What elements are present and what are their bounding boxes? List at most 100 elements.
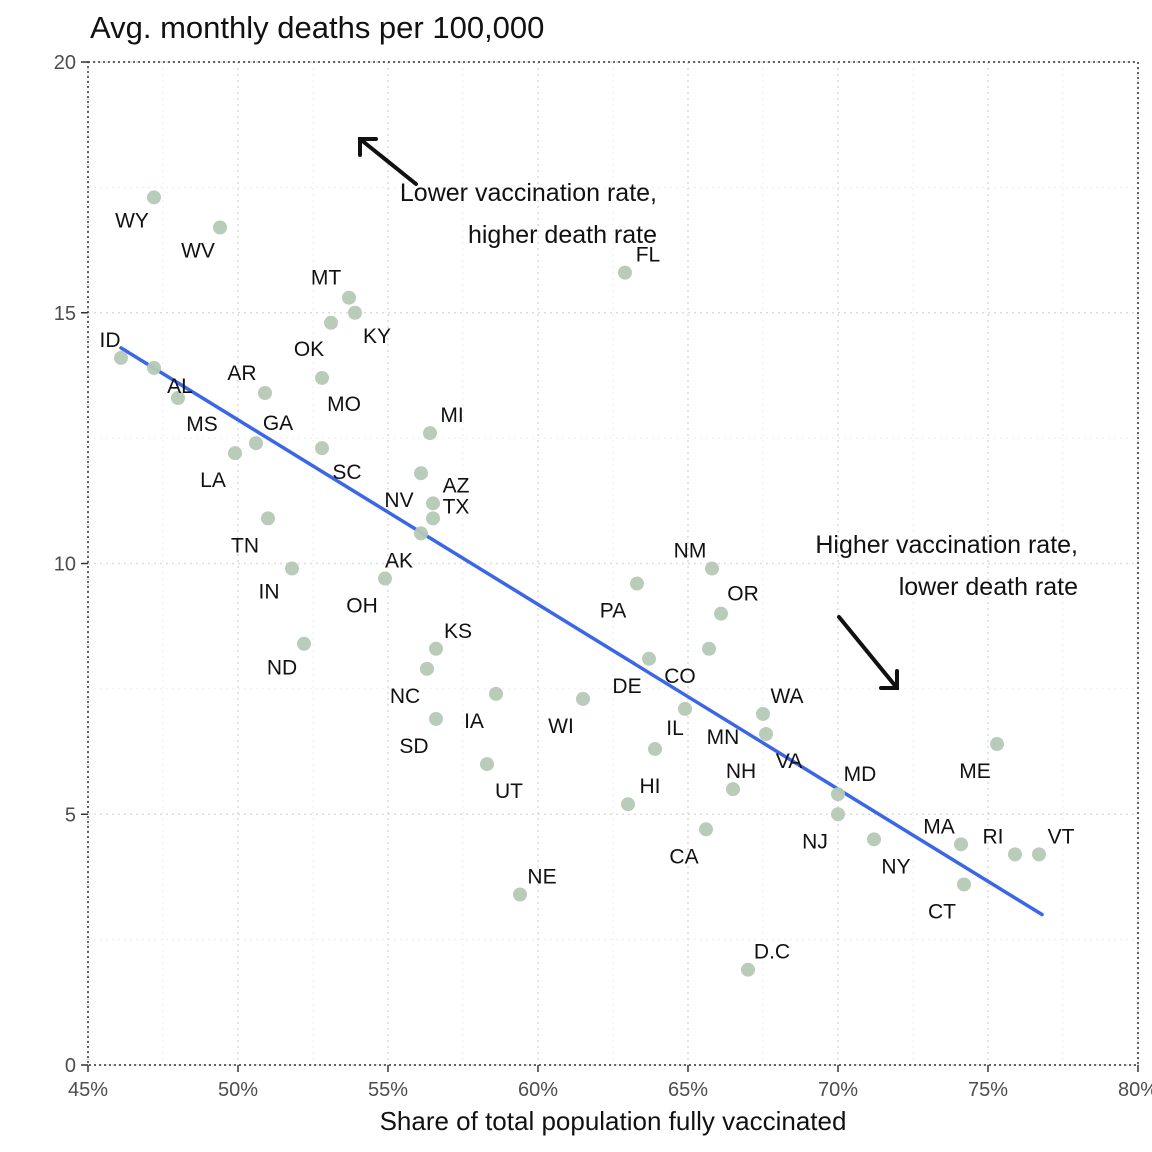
scatter-point: [831, 787, 845, 802]
scatter-point: [426, 511, 440, 526]
point-label: DE: [612, 675, 641, 698]
point-label: MT: [311, 267, 341, 290]
scatter-point: [513, 887, 527, 902]
point-label: OH: [346, 595, 378, 618]
scatter-point: [480, 757, 494, 772]
scatter-point: [414, 526, 428, 541]
scatter-point: [315, 441, 329, 456]
scatter-point: [678, 701, 692, 716]
scatter-point: [867, 832, 881, 847]
scatter-point: [171, 391, 185, 406]
chart-title: Avg. monthly deaths per 100,000: [90, 10, 545, 45]
scatter-point: [699, 822, 713, 837]
point-label: IA: [464, 710, 484, 733]
point-label: NH: [726, 760, 756, 783]
scatter-point: [705, 561, 719, 576]
arrow-layer: [358, 137, 899, 690]
point-label: LA: [200, 469, 226, 492]
point-label: MD: [844, 763, 877, 786]
annotation-lower-line-1: Higher vaccination rate,: [815, 531, 1078, 559]
scatter-point: [147, 190, 161, 205]
point-label: NJ: [802, 830, 828, 853]
point-label: CO: [664, 665, 696, 688]
point-layer: [114, 190, 1046, 977]
point-label: SD: [399, 735, 428, 758]
x-tick-label: 70%: [818, 1079, 858, 1101]
point-label: TN: [231, 534, 259, 557]
scatter-point: [324, 315, 338, 330]
scatter-point: [429, 711, 443, 726]
point-label: NE: [527, 865, 556, 888]
annotation-upper: Lower vaccination rate, higher death rat…: [300, 172, 657, 256]
annotation-lower-line-2: lower death rate: [898, 573, 1078, 601]
x-tick-label: 50%: [218, 1079, 258, 1101]
y-tick-label: 5: [65, 804, 76, 826]
scatter-point: [429, 641, 443, 656]
point-label: MA: [923, 815, 955, 838]
scatter-point: [954, 837, 968, 852]
scatter-point: [297, 636, 311, 651]
scatter-point: [114, 350, 128, 365]
scatter-point: [249, 436, 263, 451]
point-label: WV: [181, 239, 215, 262]
point-label: CA: [669, 845, 698, 868]
scatter-point: [756, 706, 770, 721]
point-label: TX: [443, 495, 470, 518]
scatter-point: [426, 496, 440, 511]
point-label: IL: [666, 717, 684, 740]
scatter-point: [228, 446, 242, 461]
point-label: D.C: [754, 941, 790, 964]
point-label: NM: [674, 540, 707, 563]
scatter-point: [759, 727, 773, 742]
point-label: WI: [548, 715, 574, 738]
scatter-point: [1008, 847, 1022, 862]
annotation-arrow-upper: [358, 137, 418, 186]
annotation-lower: Higher vaccination rate, lower death rat…: [700, 524, 1078, 608]
point-label: ND: [267, 657, 297, 680]
scatter-point: [285, 561, 299, 576]
scatter-point: [741, 962, 755, 977]
scatter-point: [213, 220, 227, 235]
point-label: NY: [881, 855, 910, 878]
x-tick-label: 45%: [68, 1079, 108, 1101]
point-label: UT: [495, 780, 523, 803]
scatter-point: [831, 807, 845, 822]
point-label: ME: [959, 760, 991, 783]
annotation-arrow-lower: [837, 615, 899, 690]
point-label: WA: [770, 685, 803, 708]
point-label: MS: [186, 413, 218, 436]
point-label: HI: [640, 775, 661, 798]
scatter-point: [642, 651, 656, 666]
scatter-point: [348, 305, 362, 320]
point-label: NV: [384, 489, 413, 512]
scatter-point: [702, 641, 716, 656]
scatter-point: [990, 737, 1004, 752]
point-label: MI: [440, 404, 463, 427]
scatter-point: [726, 782, 740, 797]
scatter-point: [423, 426, 437, 441]
y-tick-label: 10: [54, 554, 76, 576]
point-label: PA: [600, 600, 626, 623]
scatter-point: [489, 686, 503, 701]
point-label: NC: [390, 685, 420, 708]
scatter-point: [342, 290, 356, 305]
scatter-point: [258, 385, 272, 400]
scatter-point: [957, 877, 971, 892]
scatter-point: [618, 265, 632, 280]
trend-layer: [119, 346, 1044, 917]
scatter-point: [1032, 847, 1046, 862]
point-label: AZ: [443, 474, 470, 497]
plot-border: [87, 61, 1139, 1066]
point-label: AL: [167, 375, 193, 398]
scatter-point: [261, 511, 275, 526]
x-axis-title: Share of total population fully vaccinat…: [379, 1106, 847, 1136]
scatter-point: [714, 606, 728, 621]
y-tick-label: 20: [54, 52, 76, 74]
point-label: OK: [294, 338, 324, 361]
point-label: IN: [259, 581, 280, 604]
point-label: OR: [727, 583, 759, 606]
point-label: FL: [636, 244, 661, 267]
point-label: WY: [115, 209, 149, 232]
